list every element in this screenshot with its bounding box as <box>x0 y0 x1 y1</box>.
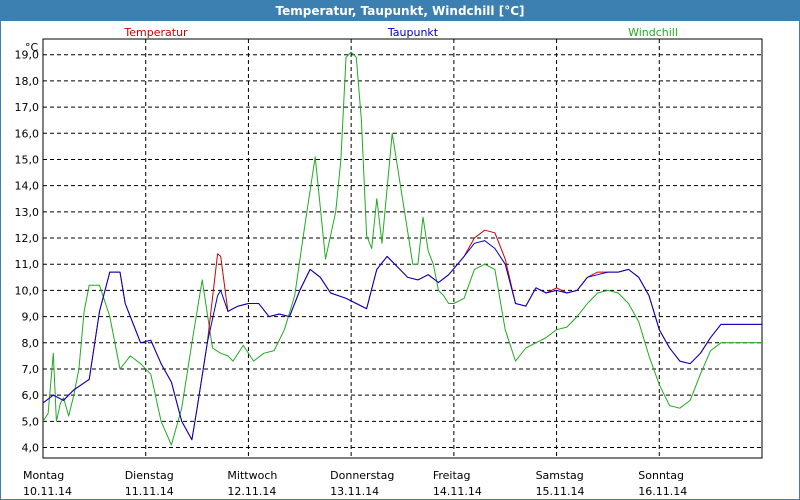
y-tick-label: 18,0 <box>15 75 40 88</box>
y-tick-label: 15,0 <box>15 153 40 166</box>
plot-area <box>42 38 763 459</box>
series-line-windchill <box>42 51 762 446</box>
series-lines <box>42 51 762 446</box>
window-title: Temperatur, Taupunkt, Windchill [°C] <box>1 1 799 21</box>
x-axis-ticks: Montag 10.11.14 Dienstag 11.11.14 Mittwoch 12… <box>23 469 687 498</box>
y-axis-unit-label: °C <box>25 41 39 54</box>
x-tick-day: Samstag <box>536 469 584 482</box>
x-tick-date: 15.11.14 <box>536 485 585 498</box>
y-tick-label: 19,0 <box>15 49 40 62</box>
y-tick-label: 8,0 <box>22 337 40 350</box>
x-tick-date: 12.11.14 <box>227 485 276 498</box>
y-tick-label: 13,0 <box>15 206 40 219</box>
y-tick-label: 17,0 <box>15 101 40 114</box>
x-tick-date: 16.11.14 <box>638 485 687 498</box>
series-line-taupunkt <box>42 240 762 441</box>
x-tick-day: Sonntag <box>638 469 684 482</box>
y-tick-label: 10,0 <box>15 284 40 297</box>
x-tick-date: 14.11.14 <box>433 485 482 498</box>
y-tick-label: 9,0 <box>22 311 40 324</box>
x-tick-day: Mittwoch <box>227 469 277 482</box>
grid-lines <box>43 39 762 458</box>
x-tick-day: Dienstag <box>125 469 174 482</box>
legend-item-temperatur: Temperatur <box>123 26 188 39</box>
y-tick-label: 5,0 <box>22 415 40 428</box>
y-tick-label: 7,0 <box>22 363 40 376</box>
legend-item-taupunkt: Taupunkt <box>387 26 439 39</box>
legend-item-windchill: Windchill <box>628 26 678 39</box>
y-tick-label: 4,0 <box>22 442 40 455</box>
y-tick-label: 14,0 <box>15 180 40 193</box>
x-tick-date: 13.11.14 <box>330 485 379 498</box>
x-tick-day: Donnerstag <box>330 469 394 482</box>
x-tick-date: 10.11.14 <box>23 485 72 498</box>
y-tick-label: 16,0 <box>15 127 40 140</box>
y-tick-label: 12,0 <box>15 232 40 245</box>
y-tick-label: 6,0 <box>22 389 40 402</box>
x-tick-day: Freitag <box>433 469 471 482</box>
x-tick-day: Montag <box>23 469 64 482</box>
y-tick-label: 11,0 <box>15 258 40 271</box>
y-axis-ticks: 4,0 5,0 6,0 7,0 8,0 9,0 10,0 11,0 12,0 13,0 14,0 15… <box>15 49 40 455</box>
legend: Temperatur Taupunkt Windchill <box>123 26 678 39</box>
x-tick-date: 11.11.14 <box>125 485 174 498</box>
